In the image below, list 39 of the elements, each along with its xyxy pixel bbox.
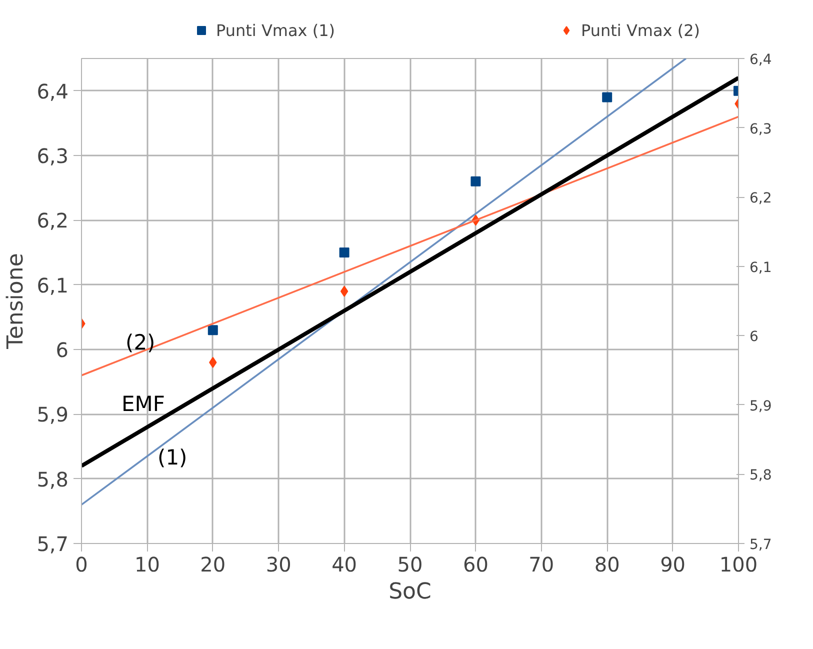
x-tick-label: 0 — [75, 552, 88, 576]
y2-tick-label: 5,9 — [750, 398, 772, 414]
annotation: (2) — [126, 330, 156, 354]
y-tick-label: 5,9 — [36, 402, 69, 427]
x-axis-title: SoC — [388, 580, 432, 604]
x-tick-label: 80 — [594, 552, 620, 576]
x-tick-label: 40 — [332, 552, 358, 576]
point — [340, 286, 348, 297]
y2-tick-label: 6,2 — [750, 190, 772, 207]
y-tick-label: 5,7 — [36, 532, 69, 556]
y2-tick-label: 5,8 — [750, 468, 772, 484]
x-tick-label: 20 — [200, 552, 226, 576]
y-tick-label: 6 — [56, 338, 69, 362]
x-tick-label: 60 — [462, 552, 488, 576]
x-tick-label: 50 — [397, 552, 423, 576]
y-tick-label: 6,1 — [36, 273, 69, 298]
x-tick-label: 30 — [266, 552, 292, 576]
point — [602, 92, 612, 102]
y-tick-label: 6,3 — [36, 144, 69, 168]
legend-label: Punti Vmax (2) — [581, 20, 702, 40]
y2-tick-label: 6,1 — [750, 260, 772, 276]
point — [208, 325, 218, 336]
y-axis-title: Tensione — [4, 253, 29, 350]
y-tick-label: 6,2 — [36, 208, 69, 233]
y-tick-label: 6,4 — [36, 79, 69, 104]
legend-label: Punti Vmax (1) — [216, 20, 336, 40]
point — [470, 176, 481, 186]
point — [339, 248, 350, 258]
y2-tick-label: 6,4 — [750, 52, 772, 68]
y2-tick-label: 6 — [750, 329, 758, 346]
y-tick-label: 5,8 — [36, 467, 69, 492]
y2-tick-label: 5,7 — [750, 537, 772, 553]
x-tick-label: 10 — [134, 552, 160, 576]
y2-tick-label: 6,3 — [750, 121, 772, 138]
x-tick-label: 100 — [719, 552, 758, 576]
annotation: (1) — [158, 446, 188, 470]
x-tick-label: 70 — [528, 552, 554, 576]
annotation: EMF — [122, 392, 165, 416]
x-tick-label: 90 — [660, 552, 686, 576]
